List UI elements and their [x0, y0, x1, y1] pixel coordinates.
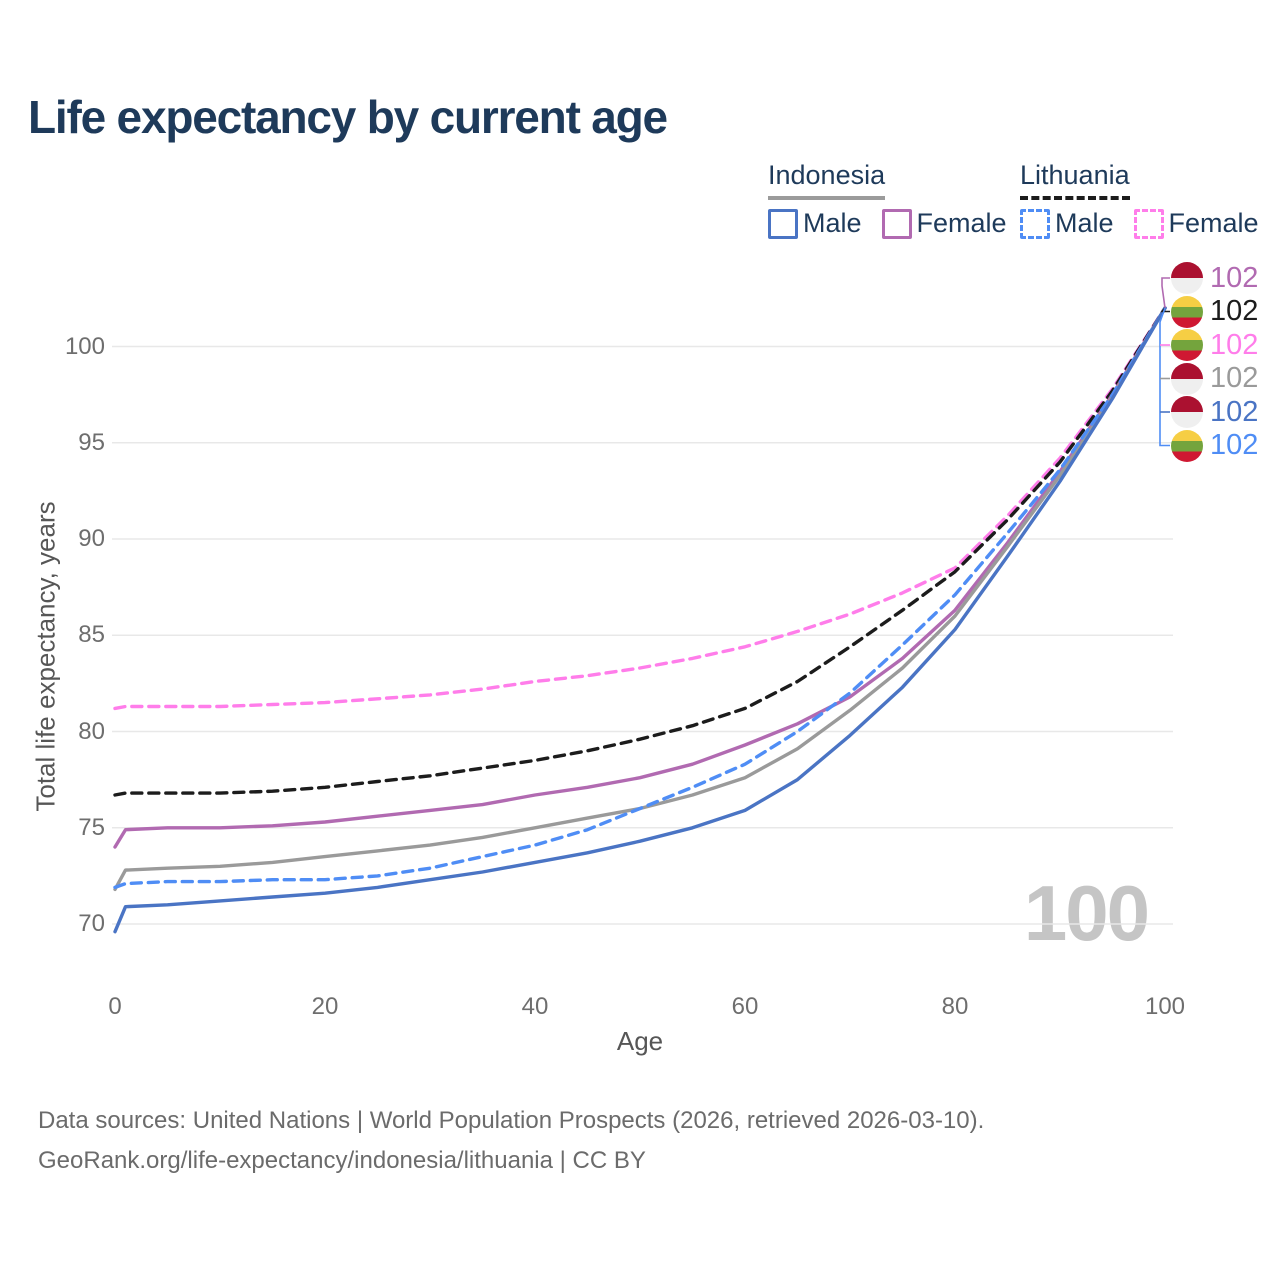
- lithuania-flag-icon: [1171, 329, 1203, 361]
- leader-line: [1161, 277, 1170, 309]
- leader-line: [1159, 307, 1170, 447]
- legend-label-lithuania-male[interactable]: Male: [1055, 208, 1114, 238]
- y-tick-70: 70: [78, 910, 105, 937]
- indonesia-flag-icon: [1171, 396, 1203, 428]
- legend-label-lithuania-female[interactable]: Female: [1168, 208, 1259, 238]
- y-tick-85: 85: [78, 621, 105, 649]
- y-tick-95: 95: [78, 428, 105, 456]
- x-tick-80: 80: [941, 993, 969, 1020]
- end-label-indonesia-female: 102: [1171, 261, 1258, 295]
- age-counter-watermark: 100: [1023, 869, 1150, 957]
- end-label-indonesia-both: 102: [1171, 362, 1258, 396]
- attribution-link: GeoRank.org/life-expectancy/indonesia/li…: [38, 1147, 646, 1174]
- data-sources-note: Data sources: United Nations | World Pop…: [38, 1107, 985, 1134]
- legend-item-indonesia-male[interactable]: Male: [768, 208, 862, 239]
- x-tick-0: 0: [108, 993, 122, 1020]
- x-tick-60: 60: [731, 993, 759, 1020]
- x-axis-title: Age: [616, 1026, 664, 1056]
- series-line-indonesia-both-sexes[interactable]: [113, 306, 1167, 892]
- end-label-indonesia-male: 102: [1171, 395, 1258, 429]
- end-label-lithuania-male: 102: [1171, 429, 1258, 463]
- lithuania-flag-icon: [1171, 429, 1203, 462]
- lithuania-female-swatch-icon[interactable]: [1133, 208, 1164, 239]
- indonesia-male-swatch-icon[interactable]: [768, 208, 798, 239]
- end-label-lithuania-female: 102: [1171, 328, 1258, 362]
- y-tick-100: 100: [64, 332, 105, 360]
- legend-group-lithuania: Lithuania Male Female: [1020, 160, 1279, 239]
- x-tick-40: 40: [521, 993, 549, 1020]
- indonesia-flag-icon: [1171, 262, 1203, 294]
- legend-item-lithuania-male[interactable]: Male: [1020, 208, 1114, 239]
- legend-country-lithuania[interactable]: Lithuania: [1020, 160, 1130, 200]
- legend-label-indonesia-male[interactable]: Male: [803, 208, 862, 238]
- x-tick-100: 100: [1144, 993, 1186, 1020]
- series-line-lithuania-both-sexes[interactable]: [113, 306, 1167, 797]
- legend-country-indonesia[interactable]: Indonesia: [768, 160, 886, 200]
- indonesia-flag-icon: [1171, 362, 1203, 395]
- series-line-indonesia-female[interactable]: [113, 306, 1167, 849]
- x-tick-20: 20: [311, 993, 339, 1020]
- y-tick-80: 80: [78, 717, 105, 745]
- y-axis-title: Total life expectancy, years: [30, 501, 61, 812]
- y-tick-75: 75: [78, 813, 105, 841]
- series-line-lithuania-female[interactable]: [113, 306, 1167, 711]
- leader-line: [1160, 307, 1170, 313]
- end-label-lithuania-both: 102: [1171, 295, 1258, 329]
- lithuania-male-swatch-icon[interactable]: [1020, 208, 1050, 239]
- lithuania-flag-icon: [1171, 295, 1203, 328]
- legend-label-indonesia-female[interactable]: Female: [916, 208, 1007, 238]
- legend-item-indonesia-female[interactable]: Female: [881, 208, 1007, 239]
- series-line-indonesia-male[interactable]: [113, 306, 1167, 934]
- page-title: Life expectancy by current age: [28, 91, 668, 143]
- legend-group-indonesia: Indonesia Male Female: [768, 160, 1027, 239]
- indonesia-female-swatch-icon[interactable]: [881, 208, 912, 239]
- series-line-lithuania-male[interactable]: [113, 306, 1167, 890]
- legend-item-lithuania-female[interactable]: Female: [1133, 208, 1259, 239]
- y-tick-90: 90: [78, 525, 105, 552]
